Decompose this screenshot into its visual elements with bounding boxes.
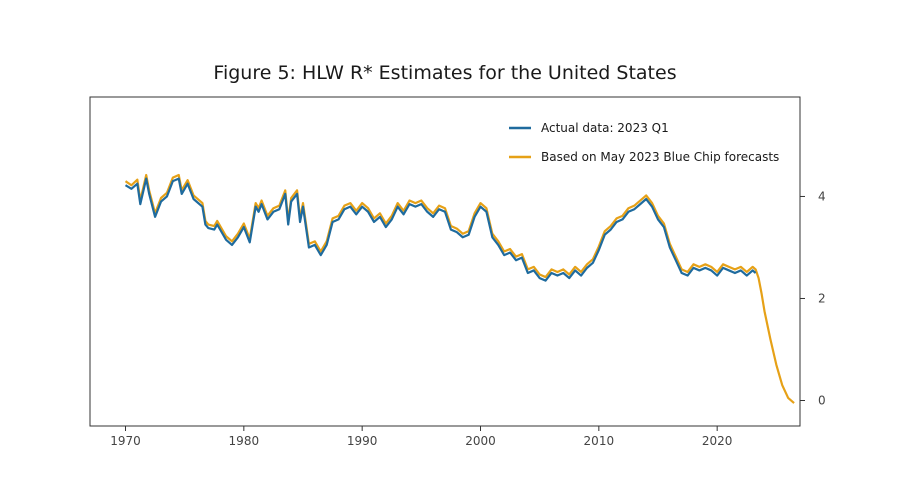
legend-label-forecast: Based on May 2023 Blue Chip forecasts xyxy=(541,150,779,164)
legend-label-actual: Actual data: 2023 Q1 xyxy=(541,121,669,135)
y-tick-label-2: 2 xyxy=(818,291,826,305)
y-tick-label-0: 0 xyxy=(818,393,826,407)
x-tick-label-1970: 1970 xyxy=(110,434,141,448)
x-tick-label-1980: 1980 xyxy=(229,434,260,448)
series-line-forecast xyxy=(124,173,795,404)
x-tick-label-2010: 2010 xyxy=(584,434,615,448)
plot-frame xyxy=(89,96,801,427)
chart-title: Figure 5: HLW R* Estimates for the Unite… xyxy=(213,62,677,84)
y-tick-label-4: 4 xyxy=(818,189,826,203)
x-tick-label-1990: 1990 xyxy=(347,434,378,448)
x-tick-label-2020: 2020 xyxy=(702,434,733,448)
x-tick-label-2000: 2000 xyxy=(465,434,496,448)
series-line-actual xyxy=(124,177,757,282)
